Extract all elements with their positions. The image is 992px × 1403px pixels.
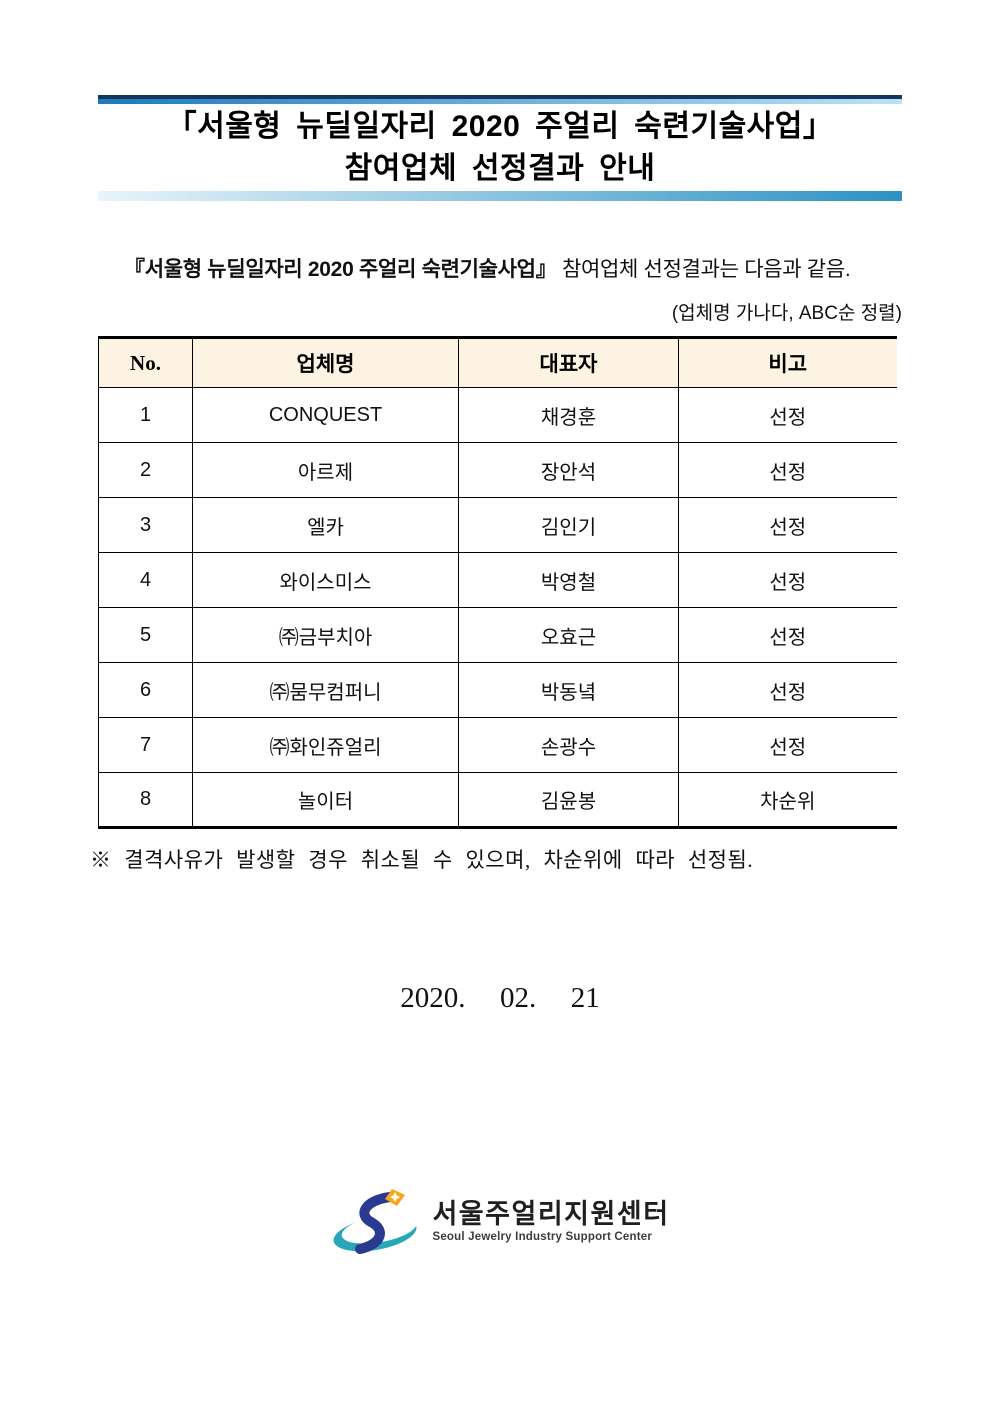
cell-representative: 채경훈 — [458, 387, 679, 443]
cell-representative: 오효근 — [458, 607, 679, 663]
table-row: 1 CONQUEST 채경훈 선정 — [98, 387, 897, 443]
title-banner: 「서울형 뉴딜일자리 2020 주얼리 숙련기술사업」 참여업체 선정결과 안내 — [98, 95, 902, 201]
org-logo-text: 서울주얼리지원센터 Seoul Jewelry Industry Support… — [432, 1199, 669, 1243]
results-table: No. 업체명 대표자 비고 1 CONQUEST 채경훈 선정 2 아르제 장… — [98, 336, 897, 829]
cell-no: 2 — [98, 442, 193, 498]
cell-no: 5 — [98, 607, 193, 663]
cell-no: 7 — [98, 717, 193, 773]
cell-remarks: 선정 — [678, 442, 897, 498]
cell-remarks: 선정 — [678, 497, 897, 553]
title-line-1: 「서울형 뉴딜일자리 2020 주얼리 숙련기술사업」 — [166, 110, 834, 143]
sort-order-note: (업체명 가나다, ABC순 정렬) — [671, 303, 902, 324]
cell-no: 6 — [98, 662, 193, 718]
cell-remarks: 선정 — [678, 552, 897, 608]
cell-no: 4 — [98, 552, 193, 608]
intro-rest: 참여업체 선정결과는 다음과 같음. — [556, 258, 851, 281]
cell-company: ㈜뭄무컴퍼니 — [192, 662, 459, 718]
document-content: 「서울형 뉴딜일자리 2020 주얼리 숙련기술사업」 참여업체 선정결과 안내… — [90, 95, 902, 1255]
header-company: 업체명 — [192, 337, 459, 388]
table-row: 2 아르제 장안석 선정 — [98, 442, 897, 498]
cell-representative: 박영철 — [458, 552, 679, 608]
cell-no: 3 — [98, 497, 193, 553]
jewelry-center-logo-icon — [334, 1189, 418, 1254]
table-row: 5 ㈜금부치아 오효근 선정 — [98, 607, 897, 663]
cell-representative: 박동녘 — [458, 662, 679, 718]
table-row: 7 ㈜화인쥬얼리 손광수 선정 — [98, 717, 897, 773]
cell-no: 8 — [98, 772, 193, 828]
table-row: 6 ㈜뭄무컴퍼니 박동녘 선정 — [98, 662, 897, 718]
cell-company: CONQUEST — [192, 387, 459, 443]
disqualification-footnote: ※ 결격사유가 발생할 경우 취소될 수 있으며, 차순위에 따라 선정됨. — [90, 848, 754, 872]
cell-company: 엘카 — [192, 497, 459, 553]
cell-company: 아르제 — [192, 442, 459, 498]
org-name-english: Seoul Jewelry Industry Support Center — [432, 1231, 653, 1243]
org-logo: 서울주얼리지원센터 Seoul Jewelry Industry Support… — [98, 1187, 902, 1255]
cell-company: 와이스미스 — [192, 552, 459, 608]
banner-top-rule — [98, 95, 902, 104]
title-line-2: 참여업체 선정결과 안내 — [344, 152, 656, 185]
cell-remarks: 선정 — [678, 607, 897, 663]
cell-remarks: 선정 — [678, 717, 897, 773]
cell-representative: 손광수 — [458, 717, 679, 773]
document-title: 「서울형 뉴딜일자리 2020 주얼리 숙련기술사업」 참여업체 선정결과 안내 — [98, 104, 902, 191]
cell-remarks: 선정 — [678, 662, 897, 718]
cell-company: ㈜화인쥬얼리 — [192, 717, 459, 773]
cell-representative: 김인기 — [458, 497, 679, 553]
cell-remarks: 차순위 — [678, 772, 897, 828]
cell-representative: 김윤봉 — [458, 772, 679, 828]
header-representative: 대표자 — [458, 337, 679, 388]
table-row: 3 엘카 김인기 선정 — [98, 497, 897, 553]
table-row: 4 와이스미스 박영철 선정 — [98, 552, 897, 608]
header-remarks: 비고 — [678, 337, 897, 388]
table-row: 8 놀이터 김윤봉 차순위 — [98, 772, 897, 828]
org-name-korean: 서울주얼리지원센터 — [432, 1199, 670, 1229]
announcement-date: 2020. 02. 21 — [400, 982, 600, 1014]
cell-no: 1 — [98, 387, 193, 443]
cell-representative: 장안석 — [458, 442, 679, 498]
banner-bottom-rule — [98, 191, 902, 201]
cell-company: 놀이터 — [192, 772, 459, 828]
cell-company: ㈜금부치아 — [192, 607, 459, 663]
intro-project-name: 『서울형 뉴딜일자리 2020 주얼리 숙련기술사업』 — [124, 258, 557, 281]
table-header-row: No. 업체명 대표자 비고 — [98, 337, 897, 388]
cell-remarks: 선정 — [678, 387, 897, 443]
intro-paragraph: 『서울형 뉴딜일자리 2020 주얼리 숙련기술사업』 참여업체 선정결과는 다… — [124, 253, 902, 283]
header-no: No. — [98, 337, 193, 388]
